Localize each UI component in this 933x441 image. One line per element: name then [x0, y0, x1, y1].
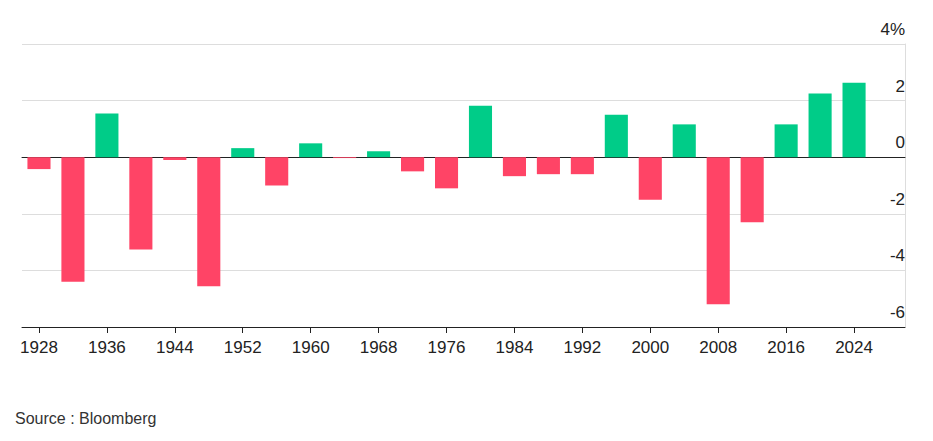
svg-text:1960: 1960 — [292, 338, 330, 357]
svg-text:2016: 2016 — [767, 338, 805, 357]
svg-text:Source : Bloomberg: Source : Bloomberg — [15, 410, 156, 427]
svg-text:1936: 1936 — [88, 338, 126, 357]
svg-text:1944: 1944 — [156, 338, 194, 357]
svg-text:2024: 2024 — [835, 338, 873, 357]
svg-text:-6: -6 — [890, 303, 905, 322]
svg-text:1968: 1968 — [360, 338, 398, 357]
svg-text:0: 0 — [896, 133, 905, 152]
svg-text:-2: -2 — [890, 190, 905, 209]
svg-text:2: 2 — [896, 77, 905, 96]
svg-text:4%: 4% — [880, 20, 905, 39]
svg-text:1984: 1984 — [496, 338, 534, 357]
svg-text:1976: 1976 — [428, 338, 466, 357]
svg-text:2008: 2008 — [699, 338, 737, 357]
svg-text:1992: 1992 — [563, 338, 601, 357]
svg-text:-4: -4 — [890, 246, 905, 265]
svg-text:2000: 2000 — [631, 338, 669, 357]
svg-text:1928: 1928 — [20, 338, 58, 357]
svg-text:1952: 1952 — [224, 338, 262, 357]
